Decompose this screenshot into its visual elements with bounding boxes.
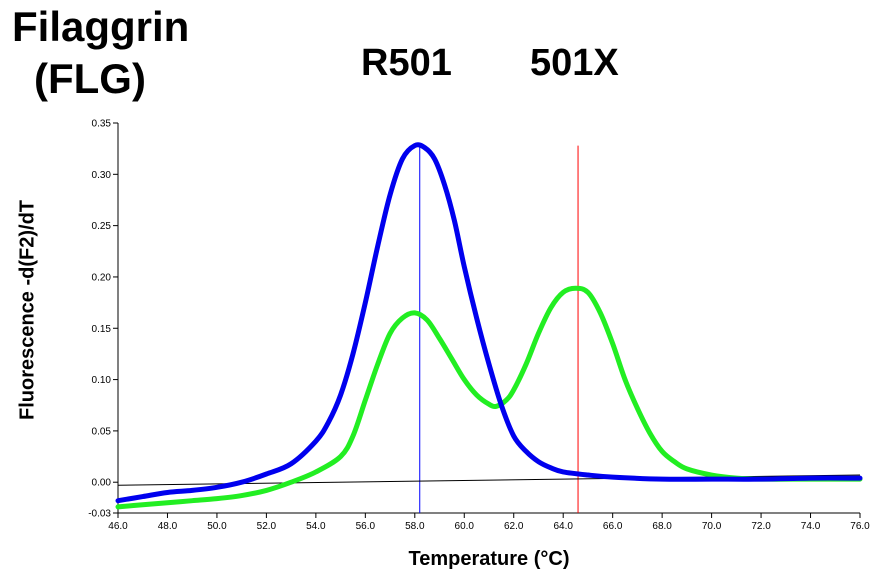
chart-title-line-2: (FLG) — [34, 55, 146, 102]
x-tick-label: 58.0 — [405, 521, 425, 532]
chart-title-line-1: Filaggrin — [12, 3, 190, 50]
axes: 0.35 0.30 0.25 0.20 0.15 0.10 0.05 0.00 -0.0346.… — [88, 119, 870, 533]
y-tick-label: 0.15 — [92, 324, 112, 335]
series-line-blue — [115, 142, 863, 504]
peak-label-501x: 501X — [530, 42, 619, 84]
x-tick-label: 70.0 — [702, 521, 722, 532]
x-tick-label: 60.0 — [455, 521, 475, 532]
y-tick-label: 0.35 — [92, 119, 112, 130]
x-tick-label: 56.0 — [356, 521, 376, 532]
y-tick-label: 0.20 — [92, 272, 112, 283]
x-tick-label: 64.0 — [553, 521, 573, 532]
x-axis-label: Temperature (°C) — [408, 548, 570, 570]
x-tick-label: 74.0 — [801, 521, 821, 532]
x-tick-label: 62.0 — [504, 521, 524, 532]
series-group — [115, 142, 863, 510]
y-tick-label: 0.10 — [92, 375, 112, 386]
y-tick-label: 0.30 — [92, 170, 112, 181]
x-tick-label: 72.0 — [751, 521, 771, 532]
x-tick-label: 76.0 — [850, 521, 870, 532]
x-tick-label: 52.0 — [257, 521, 277, 532]
y-tick-label: -0.03 — [88, 509, 111, 520]
y-tick-label: 0.00 — [92, 478, 112, 489]
peak-label-r501: R501 — [361, 42, 452, 84]
x-tick-label: 68.0 — [652, 521, 672, 532]
series-line-green — [115, 285, 863, 510]
x-tick-label: 66.0 — [603, 521, 623, 532]
x-tick-label: 48.0 — [158, 521, 178, 532]
y-tick-label: 0.25 — [92, 221, 112, 232]
x-tick-label: 50.0 — [207, 521, 227, 532]
vertical-markers — [419, 145, 579, 513]
x-tick-label: 46.0 — [108, 521, 128, 532]
y-tick-label: 0.05 — [92, 426, 112, 437]
x-tick-label: 54.0 — [306, 521, 326, 532]
